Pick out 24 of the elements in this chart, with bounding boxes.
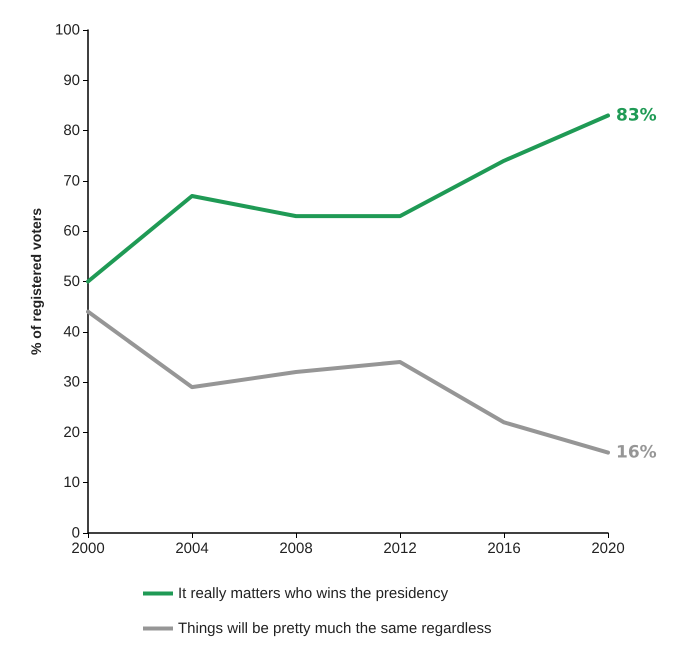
data-label: 16%: [616, 442, 657, 463]
y-tick-label: 20: [63, 424, 80, 441]
x-tick-label: 2000: [71, 540, 105, 557]
y-tick-label: 90: [63, 72, 80, 89]
data-label: 83%: [616, 106, 657, 126]
x-tick-label: 2016: [487, 540, 521, 557]
y-tick-label: 80: [63, 122, 80, 140]
line-series: [86, 114, 610, 284]
y-tick-label: 50: [63, 273, 80, 290]
y-tick-label: 40: [63, 323, 80, 340]
y-tick-label: 10: [63, 474, 80, 492]
legend-label: Things will be pretty much the same regardless: [178, 620, 492, 637]
y-tick-label: 60: [63, 222, 80, 240]
y-tick-label: 100: [54, 22, 80, 38]
line-series: [86, 310, 610, 455]
x-tick-label: 2008: [279, 540, 313, 557]
x-tick-label: 2020: [591, 540, 625, 557]
legend-label: It really matters who wins the presidency: [178, 585, 449, 602]
x-tick-label: 2004: [175, 540, 209, 557]
x-tick-label: 2012: [383, 540, 417, 557]
y-tick-label: 30: [63, 374, 80, 391]
y-axis-title: % of registered voters: [28, 208, 44, 356]
y-tick-label: 0: [72, 524, 80, 542]
y-tick-label: 70: [63, 172, 80, 190]
